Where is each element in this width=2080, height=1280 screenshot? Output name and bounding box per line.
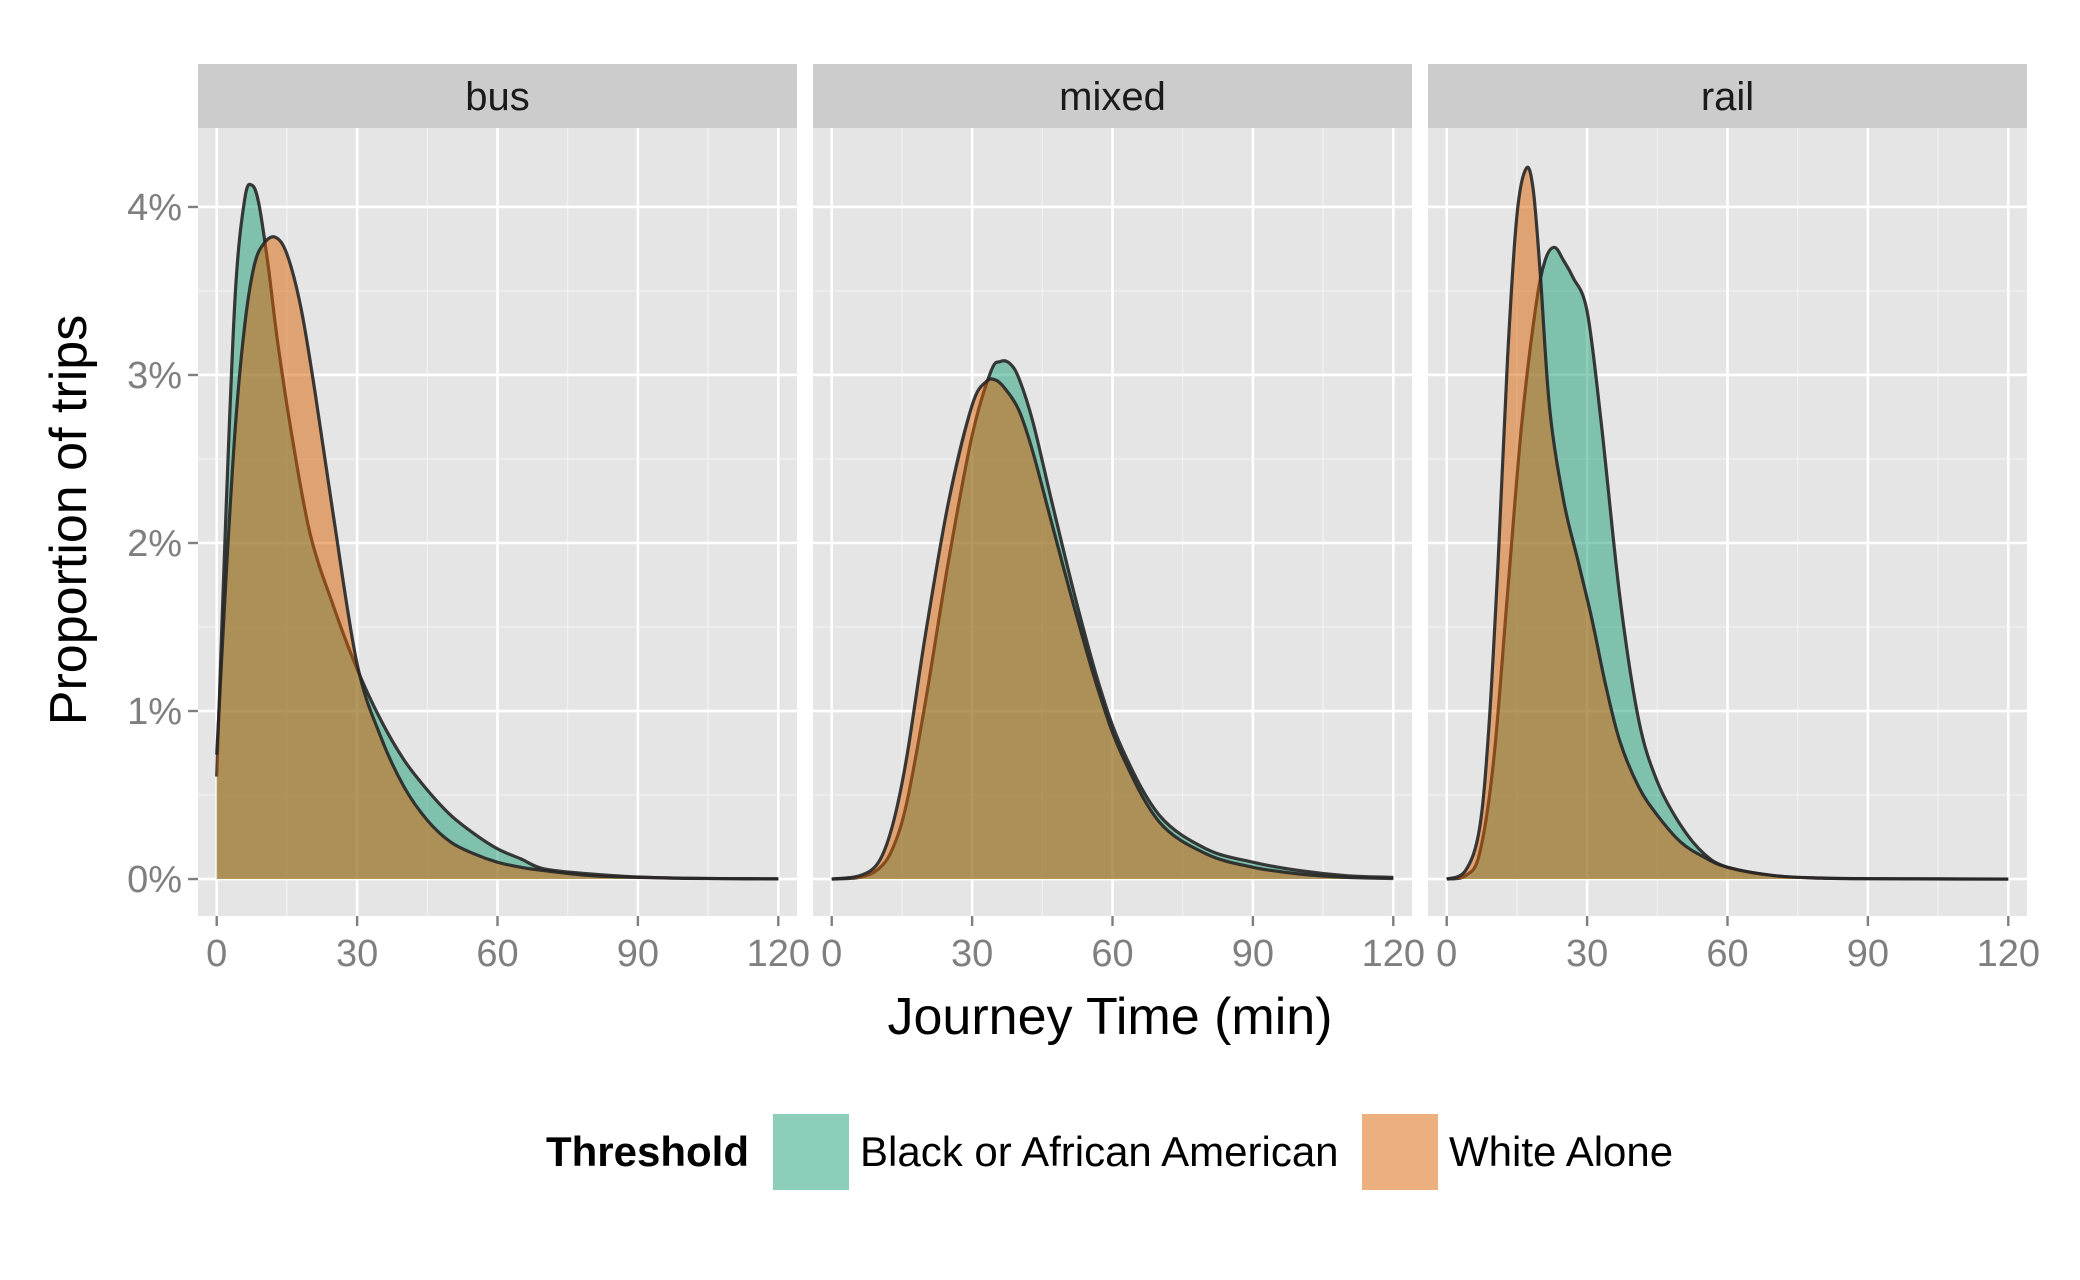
y-axis-title: Proportion of trips [40,315,98,725]
x-tick-label: 90 [617,933,659,975]
legend-key-black-or-african-american [773,1114,849,1190]
x-tick-label: 30 [1566,933,1608,975]
x-tick-label: 120 [747,933,810,975]
facet-panels: bus 0 30 60 90 120 mixed 0 30 60 90 120 rail 0 30 60 90 1… [127,64,2040,975]
facet-bus: bus 0 30 60 90 120 [198,64,810,975]
legend-title: Threshold [546,1128,749,1175]
x-axis-title: Journey Time (min) [888,988,1333,1046]
y-tick-label: 3% [127,355,182,397]
facet-label-rail: rail [1701,75,1754,119]
facet-rail: rail 0 30 60 90 120 [1428,64,2040,975]
x-tick-label: 0 [206,933,227,975]
y-axis: 0% 1% 2% 3% 4% [127,187,198,901]
x-tick-label: 60 [1706,933,1748,975]
x-tick-label: 30 [336,933,378,975]
x-tick-label: 120 [1977,933,2040,975]
facet-strip-mixed [813,64,1412,128]
density-line-rail-white-alone [1446,165,2009,881]
legend: Threshold Black or African American Whit… [546,1114,1673,1190]
x-tick-label: 30 [951,933,993,975]
y-tick-label: 1% [127,691,182,733]
x-tick-label: 90 [1232,933,1274,975]
density-area-bus-white-alone [216,236,779,880]
x-tick-label: 120 [1362,933,1425,975]
x-tick-label: 0 [821,933,842,975]
density-line-mixed-white-alone [831,377,1394,881]
x-tick-label: 60 [476,933,518,975]
facet-mixed: mixed 0 30 60 90 120 [813,64,1425,975]
density-line-bus-white-alone [215,235,779,881]
facet-strip-rail [1428,64,2027,128]
facet-label-bus: bus [465,75,530,119]
density-area-rail-white-alone [1446,167,2009,880]
facet-strip-bus [198,64,797,128]
x-tick-label: 90 [1847,933,1889,975]
y-tick-label: 0% [127,859,182,901]
y-tick-label: 2% [127,523,182,565]
y-tick-label: 4% [127,187,182,229]
x-tick-label: 60 [1091,933,1133,975]
legend-label-white-alone: White Alone [1449,1128,1673,1175]
x-tick-label: 0 [1436,933,1457,975]
density-area-mixed-white-alone [831,378,1394,880]
legend-label-black-or-african-american: Black or African American [860,1128,1339,1175]
legend-key-white-alone [1362,1114,1438,1190]
facet-label-mixed: mixed [1059,75,1166,119]
